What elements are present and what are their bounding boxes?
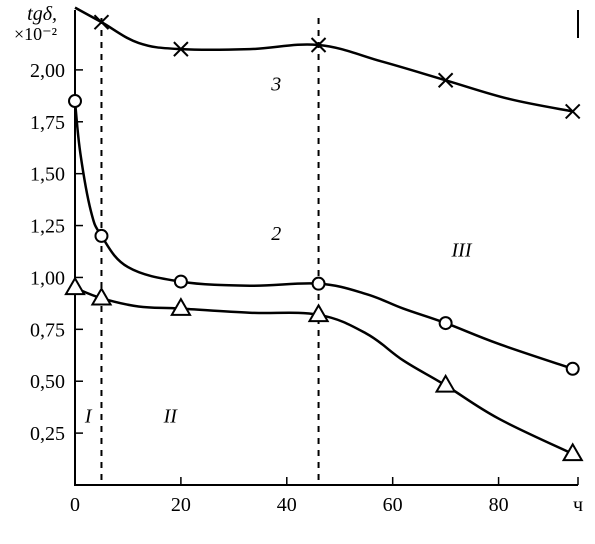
y-tick-label: 1,00: [30, 267, 65, 289]
y-tick-label: 0,50: [30, 371, 65, 393]
y-tick-label: 1,25: [30, 216, 65, 238]
region-label: I: [84, 406, 93, 428]
y-axis-title: tgδ,: [27, 3, 57, 25]
y-tick-label: 2,00: [30, 60, 65, 82]
region-label: III: [451, 240, 473, 262]
x-tick-label: 0: [70, 494, 80, 516]
series-label: 3: [270, 74, 281, 96]
x-tick-label: 40: [277, 494, 297, 516]
x-tick-label: 60: [383, 494, 403, 516]
line-chart: 0,25 0,50 0,75 1,00 1,25 1,50 1,75 2,00 tgδ,×10⁻…: [0, 0, 595, 544]
y-tick-label: 1,75: [30, 112, 65, 134]
x-tick-label: 20: [171, 494, 191, 516]
y-tick-label: 1,50: [30, 164, 65, 186]
y-axis-subtitle: ×10⁻²: [14, 24, 57, 44]
y-tick-label: 0,75: [30, 319, 65, 341]
x-tick-label: ч: [573, 494, 583, 516]
x-tick-label: 80: [489, 494, 509, 516]
y-tick-label: 0,25: [30, 423, 65, 445]
region-label: II: [163, 406, 179, 428]
series-label: 2: [271, 223, 281, 245]
